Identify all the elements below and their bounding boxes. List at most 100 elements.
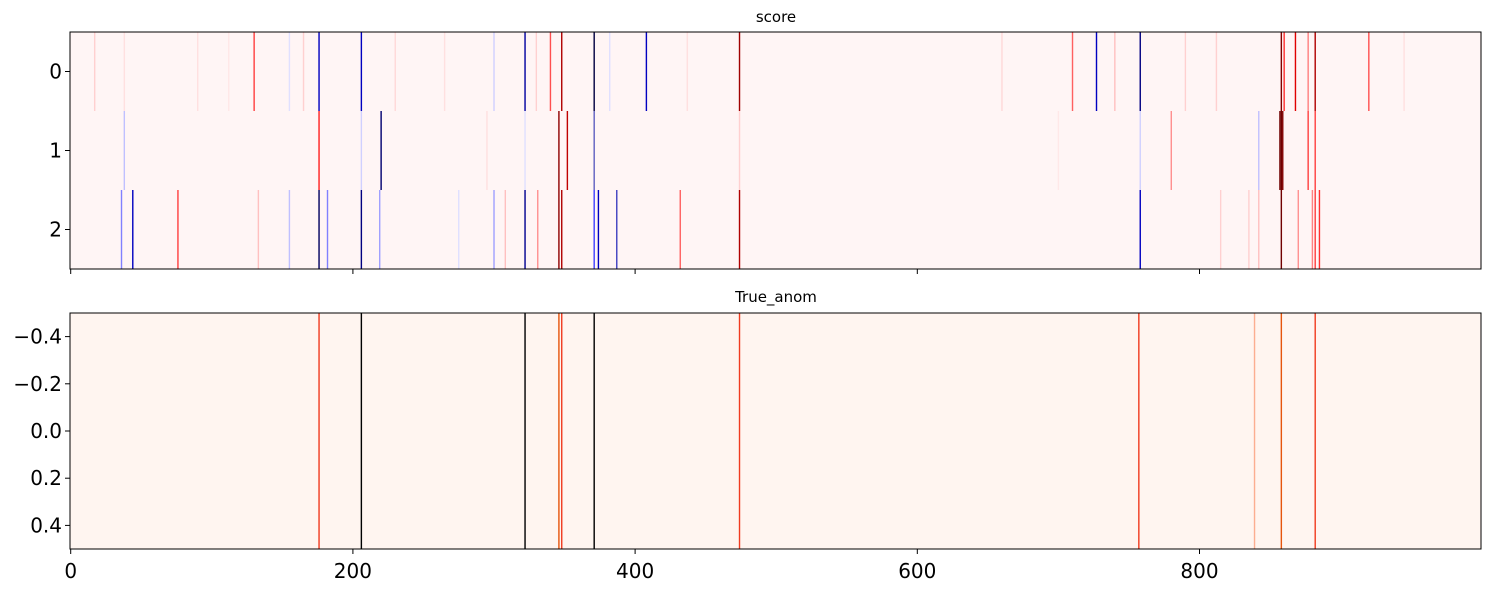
score-cell <box>1403 32 1405 111</box>
score-cell <box>1139 111 1141 190</box>
score-cell <box>1314 111 1316 190</box>
score-cell <box>443 32 446 111</box>
score-cell <box>738 111 741 190</box>
score-cell <box>549 32 552 111</box>
score-cell <box>1139 32 1141 111</box>
true-anom-y-tick-label: −0.4 <box>13 325 62 349</box>
score-cell <box>561 190 563 269</box>
score-cell <box>380 111 382 190</box>
true-anom-y-tick-label: −0.2 <box>13 372 62 396</box>
score-cell <box>326 190 329 269</box>
true-anom-cell <box>524 313 526 549</box>
score-cell <box>504 190 506 269</box>
score-y-tick-label: 2 <box>49 218 62 242</box>
score-y-tick-label: 1 <box>49 139 62 163</box>
score-cell <box>257 190 260 269</box>
score-cell <box>1294 32 1297 111</box>
score-cell <box>1258 111 1260 190</box>
score-cell <box>537 190 539 269</box>
score-cell <box>593 32 595 111</box>
score-cell <box>1215 32 1218 111</box>
score-cell <box>1283 32 1285 111</box>
score-cell <box>1219 190 1222 269</box>
score-cell <box>1258 190 1260 269</box>
true-anom-cell <box>738 313 741 549</box>
score-cell <box>1279 111 1281 190</box>
true-anom-y-axis: −0.4 −0.2 0.0 0.2 0.4 <box>13 325 70 537</box>
true-anom-plot-background <box>70 313 1481 549</box>
score-cell <box>561 32 563 111</box>
score-cell <box>288 190 291 269</box>
score-cell <box>1139 190 1141 269</box>
score-title: score <box>756 8 796 26</box>
true-anom-cell <box>1280 313 1283 549</box>
score-cell <box>1248 190 1250 269</box>
score-cell <box>1282 111 1284 190</box>
score-cell <box>524 32 526 111</box>
true-anom-cell <box>558 313 560 549</box>
score-cell <box>566 111 569 190</box>
score-cell <box>228 32 230 111</box>
score-cell <box>177 190 179 269</box>
score-cell <box>493 190 495 269</box>
true-anom-y-tick-label: 0.4 <box>30 513 62 537</box>
score-cell <box>318 111 320 190</box>
score-cell <box>593 111 595 190</box>
score-cell <box>558 111 560 190</box>
true-anom-cell <box>561 313 563 549</box>
score-cell <box>1307 32 1309 111</box>
score-cell <box>132 190 134 269</box>
score-y-axis: 0 1 2 <box>49 60 70 242</box>
score-cell <box>123 32 126 111</box>
score-cell <box>535 32 538 111</box>
true-anom-title: True_anom <box>734 288 817 307</box>
true-anom-cell <box>318 313 320 549</box>
score-cell <box>360 32 363 111</box>
score-cell <box>302 32 305 111</box>
score-cell <box>120 190 123 269</box>
score-cell <box>394 32 396 111</box>
score-cell <box>645 32 648 111</box>
true-anom-x-axis: 0 200 400 600 800 <box>64 549 1219 583</box>
score-cell <box>1280 111 1283 190</box>
score-cell <box>486 111 488 190</box>
true-anom-cell <box>1138 313 1140 549</box>
score-marks <box>93 32 1405 269</box>
score-cell <box>360 190 363 269</box>
score-y-tick-label: 0 <box>49 60 62 84</box>
score-cell <box>493 32 495 111</box>
score-cell <box>524 111 526 190</box>
score-cell <box>1314 190 1316 269</box>
score-cell <box>1280 190 1283 269</box>
true-anom-x-tick-label: 200 <box>334 559 372 583</box>
true-anom-marks <box>318 313 1316 549</box>
score-cell <box>1071 32 1074 111</box>
score-cell <box>253 32 255 111</box>
score-cell <box>1280 32 1283 111</box>
score-cell <box>1170 111 1172 190</box>
score-cell <box>1001 32 1003 111</box>
true-anom-panel: True_anom −0.4 −0.2 0.0 0.2 0.4 0 200 400 600 80… <box>13 288 1482 583</box>
true-anom-cell <box>360 313 363 549</box>
score-cell <box>524 190 526 269</box>
score-cell <box>1114 32 1116 111</box>
true-anom-cell <box>1253 313 1256 549</box>
score-cell <box>1297 190 1299 269</box>
score-cell <box>597 190 600 269</box>
score-cell <box>288 32 291 111</box>
score-cell <box>123 111 126 190</box>
score-cell <box>558 190 560 269</box>
true-anom-x-tick-label: 600 <box>898 559 936 583</box>
true-anom-x-tick-label: 400 <box>616 559 654 583</box>
score-cell <box>1307 111 1309 190</box>
score-cell <box>93 32 96 111</box>
score-x-axis <box>70 269 1201 274</box>
score-cell <box>196 32 199 111</box>
true-anom-cell <box>593 313 595 549</box>
score-cell <box>318 190 320 269</box>
score-plot-background <box>70 32 1481 269</box>
score-cell <box>679 190 681 269</box>
score-cell <box>686 32 689 111</box>
true-anom-y-tick-label: 0.0 <box>30 419 62 443</box>
